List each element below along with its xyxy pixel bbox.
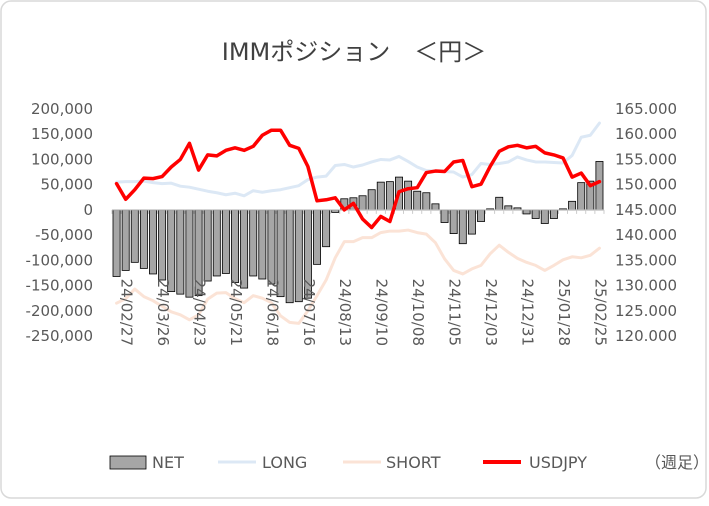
net-bar bbox=[458, 209, 467, 245]
net-bar bbox=[267, 209, 276, 285]
net-bar bbox=[203, 209, 212, 282]
x-tick-label: 25/01/28 bbox=[555, 279, 573, 346]
y-left-tick-label: 200,000 bbox=[31, 100, 93, 118]
x-tick-label: 24/06/18 bbox=[263, 279, 281, 346]
y-left-tick-label: -250,000 bbox=[26, 327, 93, 345]
net-bar bbox=[595, 161, 604, 211]
x-tick-label: 24/11/05 bbox=[446, 279, 464, 346]
x-tick-label: 24/12/03 bbox=[482, 279, 500, 346]
net-bar bbox=[495, 196, 504, 211]
x-tick-label: 25/02/25 bbox=[591, 279, 609, 346]
net-bar bbox=[577, 182, 586, 211]
y-left-tick-label: -50,000 bbox=[35, 226, 93, 244]
y-right-tick-label: 155.000 bbox=[615, 150, 677, 168]
net-bar bbox=[249, 209, 258, 277]
net-bar bbox=[467, 209, 476, 235]
y-left-tick-label: -200,000 bbox=[26, 302, 93, 320]
net-bar bbox=[149, 209, 157, 275]
net-bar bbox=[285, 209, 294, 304]
net-bar bbox=[404, 180, 413, 211]
legend-label-net: NET bbox=[152, 453, 184, 472]
x-tick-label: 24/04/23 bbox=[190, 279, 208, 346]
y-left-tick-label: 100,000 bbox=[31, 150, 93, 168]
net-bar bbox=[139, 209, 148, 269]
net-bar bbox=[130, 209, 139, 263]
legend-note: （週足） bbox=[645, 453, 709, 472]
net-bar bbox=[212, 209, 221, 277]
y-right-tick-label: 145.000 bbox=[615, 201, 677, 219]
net-bar bbox=[158, 209, 167, 281]
legend-swatch-net bbox=[109, 455, 147, 470]
net-bar bbox=[477, 209, 485, 222]
y-right-tick-label: 120.000 bbox=[615, 327, 677, 345]
y-right-tick-label: 135.000 bbox=[615, 251, 677, 269]
legend-label-usdjpy: USDJPY bbox=[529, 453, 587, 472]
net-bar bbox=[231, 209, 239, 283]
net-bar bbox=[121, 209, 130, 271]
short-series-line bbox=[115, 228, 601, 325]
net-bar bbox=[376, 181, 385, 211]
net-bar bbox=[422, 192, 431, 211]
y-left-tick-label: 0 bbox=[83, 201, 93, 219]
chart-title: IMMポジション ＜円＞ bbox=[222, 38, 487, 66]
net-bar bbox=[504, 205, 513, 211]
x-tick-label: 24/05/21 bbox=[227, 279, 245, 346]
y-right-tick-label: 130.000 bbox=[615, 277, 677, 295]
net-bar bbox=[522, 209, 531, 215]
net-bar bbox=[358, 195, 367, 211]
net-bar bbox=[440, 209, 449, 223]
x-tick-label: 24/02/27 bbox=[118, 279, 136, 346]
x-tick-label: 24/09/10 bbox=[373, 279, 391, 346]
net-bar bbox=[449, 209, 458, 234]
net-bar bbox=[431, 203, 440, 211]
y-right-tick-label: 140.000 bbox=[615, 226, 677, 244]
y-right-tick-label: 150.000 bbox=[615, 176, 677, 194]
x-tick-label: 24/03/26 bbox=[154, 279, 172, 346]
usdjpy-series-line bbox=[114, 128, 602, 230]
net-bar bbox=[112, 209, 121, 277]
plot-area: 200,000 150,000 100,000 50,000 0 -50,000 -100,… bbox=[26, 100, 677, 346]
y-left-tick-label: 150,000 bbox=[31, 125, 93, 143]
x-tick-label: 24/07/16 bbox=[300, 279, 318, 346]
legend-label-short: SHORT bbox=[386, 453, 441, 472]
x-tick-label: 24/08/13 bbox=[336, 279, 354, 346]
y-right-tick-label: 160.000 bbox=[615, 125, 677, 143]
y-right-tick-label: 125.000 bbox=[615, 302, 677, 320]
net-bar bbox=[385, 181, 394, 211]
net-bar bbox=[549, 209, 558, 219]
net-bar bbox=[313, 209, 321, 265]
y-right-tick-label: 165.000 bbox=[615, 100, 677, 118]
legend-label-long: LONG bbox=[262, 453, 307, 472]
y-left-tick-label: -150,000 bbox=[26, 277, 93, 295]
net-bar bbox=[367, 189, 376, 211]
net-bar bbox=[221, 209, 230, 274]
y-left-tick-label: 50,000 bbox=[41, 176, 94, 194]
x-tick-label: 24/10/08 bbox=[409, 279, 427, 346]
net-bar bbox=[568, 200, 577, 211]
net-bar bbox=[322, 209, 331, 248]
legend: NET LONG SHORT USDJPY （週足） bbox=[109, 453, 709, 472]
net-bar bbox=[531, 209, 540, 219]
long-series-line bbox=[115, 121, 601, 198]
net-bar bbox=[240, 209, 249, 289]
net-bar bbox=[413, 190, 422, 211]
y-left-tick-label: -100,000 bbox=[26, 251, 93, 269]
net-bar bbox=[258, 209, 267, 280]
net-bar bbox=[176, 209, 185, 295]
net-bar bbox=[540, 209, 549, 224]
x-tick-label: 24/12/31 bbox=[518, 279, 536, 346]
